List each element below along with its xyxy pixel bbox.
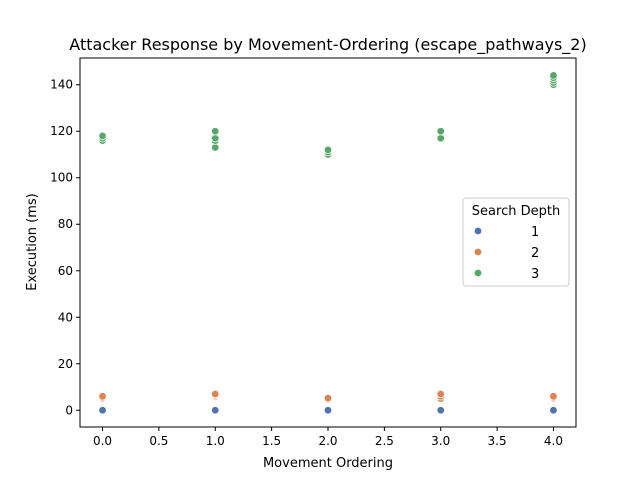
data-point-depth-3: [549, 71, 558, 80]
y-tick-label: 140: [50, 78, 73, 92]
x-tick-label: 0.0: [93, 434, 112, 448]
y-axis-ticks: 0 20 40 60 80 100 120 140: [50, 78, 80, 417]
legend-marker: [473, 247, 483, 257]
y-tick-label: 60: [58, 264, 73, 278]
data-point-depth-1: [323, 406, 333, 415]
y-tick-label: 0: [65, 403, 73, 417]
chart-title: Attacker Response by Movement-Ordering (…: [69, 35, 586, 55]
legend-marker: [473, 226, 483, 236]
x-tick-label: 1.0: [206, 434, 225, 448]
data-point-depth-3: [436, 134, 445, 143]
y-tick-label: 80: [58, 217, 73, 231]
y-tick-label: 120: [50, 124, 73, 138]
x-tick-label: 3.5: [488, 434, 507, 448]
legend-label: 1: [531, 225, 539, 240]
data-point-depth-3: [98, 131, 107, 141]
x-tick-label: 2.0: [318, 434, 337, 448]
data-point-depth-1: [436, 406, 445, 415]
legend-box: [462, 197, 570, 287]
x-axis-ticks: 0.0 0.5 1.0 1.5 2.0 2.5 3.0 3.5 4.0: [93, 427, 563, 448]
data-point-depth-1: [549, 406, 558, 415]
x-axis-label: Movement Ordering: [263, 456, 393, 471]
data-points: [98, 71, 558, 415]
legend-title: Search Depth: [472, 204, 560, 219]
x-tick-label: 1.5: [262, 434, 281, 448]
x-tick-label: 3.0: [431, 434, 450, 448]
x-tick-label: 0.5: [149, 434, 168, 448]
data-point-depth-1: [211, 406, 220, 415]
data-point-depth-2: [98, 392, 107, 401]
legend-marker: [473, 268, 483, 278]
data-point-depth-2: [436, 389, 445, 399]
x-tick-label: 4.0: [544, 434, 563, 448]
data-point-depth-2: [323, 393, 333, 403]
y-tick-label: 100: [50, 171, 73, 185]
data-point-depth-2: [211, 389, 220, 399]
plot-area: [79, 57, 577, 428]
data-point-depth-3: [436, 127, 445, 136]
legend-items: 1 2 3: [473, 225, 539, 282]
data-point-depth-1: [98, 406, 107, 415]
legend: Search Depth 1 2 3: [462, 197, 570, 287]
x-tick-label: 2.5: [375, 434, 394, 448]
data-point-depth-3: [211, 134, 220, 143]
data-point-depth-2: [549, 392, 558, 401]
y-tick-label: 20: [58, 357, 73, 371]
data-point-depth-3: [211, 127, 220, 136]
y-tick-label: 40: [58, 310, 73, 324]
data-point-depth-3: [323, 145, 333, 155]
y-axis-label: Execution (ms): [25, 193, 40, 291]
data-point-depth-3: [211, 143, 220, 152]
legend-label: 3: [531, 267, 539, 282]
legend-label: 2: [531, 246, 539, 261]
